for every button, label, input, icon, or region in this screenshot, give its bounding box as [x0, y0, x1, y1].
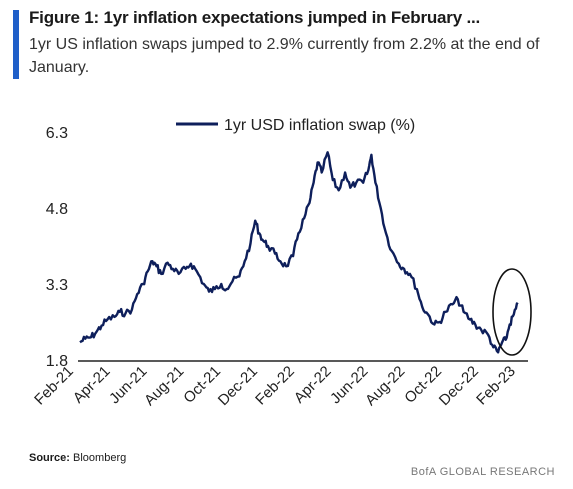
source-label: Source:	[29, 452, 70, 464]
x-tick-label: Dec-22	[436, 363, 482, 409]
x-tick-label: Aug-21	[141, 363, 187, 409]
y-tick-label: 3.3	[46, 277, 68, 294]
x-tick-label: Apr-22	[291, 363, 335, 407]
y-tick-label: 6.3	[46, 125, 68, 142]
y-tick-label: 1.8	[46, 353, 68, 370]
y-tick-label: 4.8	[46, 201, 68, 218]
x-tick-label: Feb-23	[473, 363, 519, 409]
source-note: Source: Bloomberg	[29, 452, 126, 464]
figure-title: Figure 1: 1yr inflation expectations jum…	[29, 8, 481, 27]
chart-legend: 1yr USD inflation swap (%)	[176, 117, 415, 134]
source-value: Bloomberg	[73, 452, 127, 464]
x-tick-label: Dec-21	[215, 363, 261, 409]
x-tick-label: Feb-22	[252, 363, 298, 409]
y-axis: 6.3 4.8 3.3 1.8	[46, 125, 68, 370]
title-accent-bar	[13, 10, 19, 79]
legend-label: 1yr USD inflation swap (%)	[224, 117, 415, 134]
highlight-circle-annotation	[492, 268, 532, 356]
brand-label: BofA GLOBAL RESEARCH	[410, 466, 555, 478]
figure-subtitle: 1yr US inflation swaps jumped to 2.9% cu…	[29, 36, 540, 76]
x-axis: Feb-21Apr-21Jun-21Aug-21Oct-21Dec-21Feb-…	[31, 363, 519, 409]
x-tick-label: Apr-21	[70, 363, 114, 407]
series-line-1yr-usd-inflation-swap	[79, 151, 519, 354]
x-tick-label: Aug-22	[362, 363, 408, 409]
